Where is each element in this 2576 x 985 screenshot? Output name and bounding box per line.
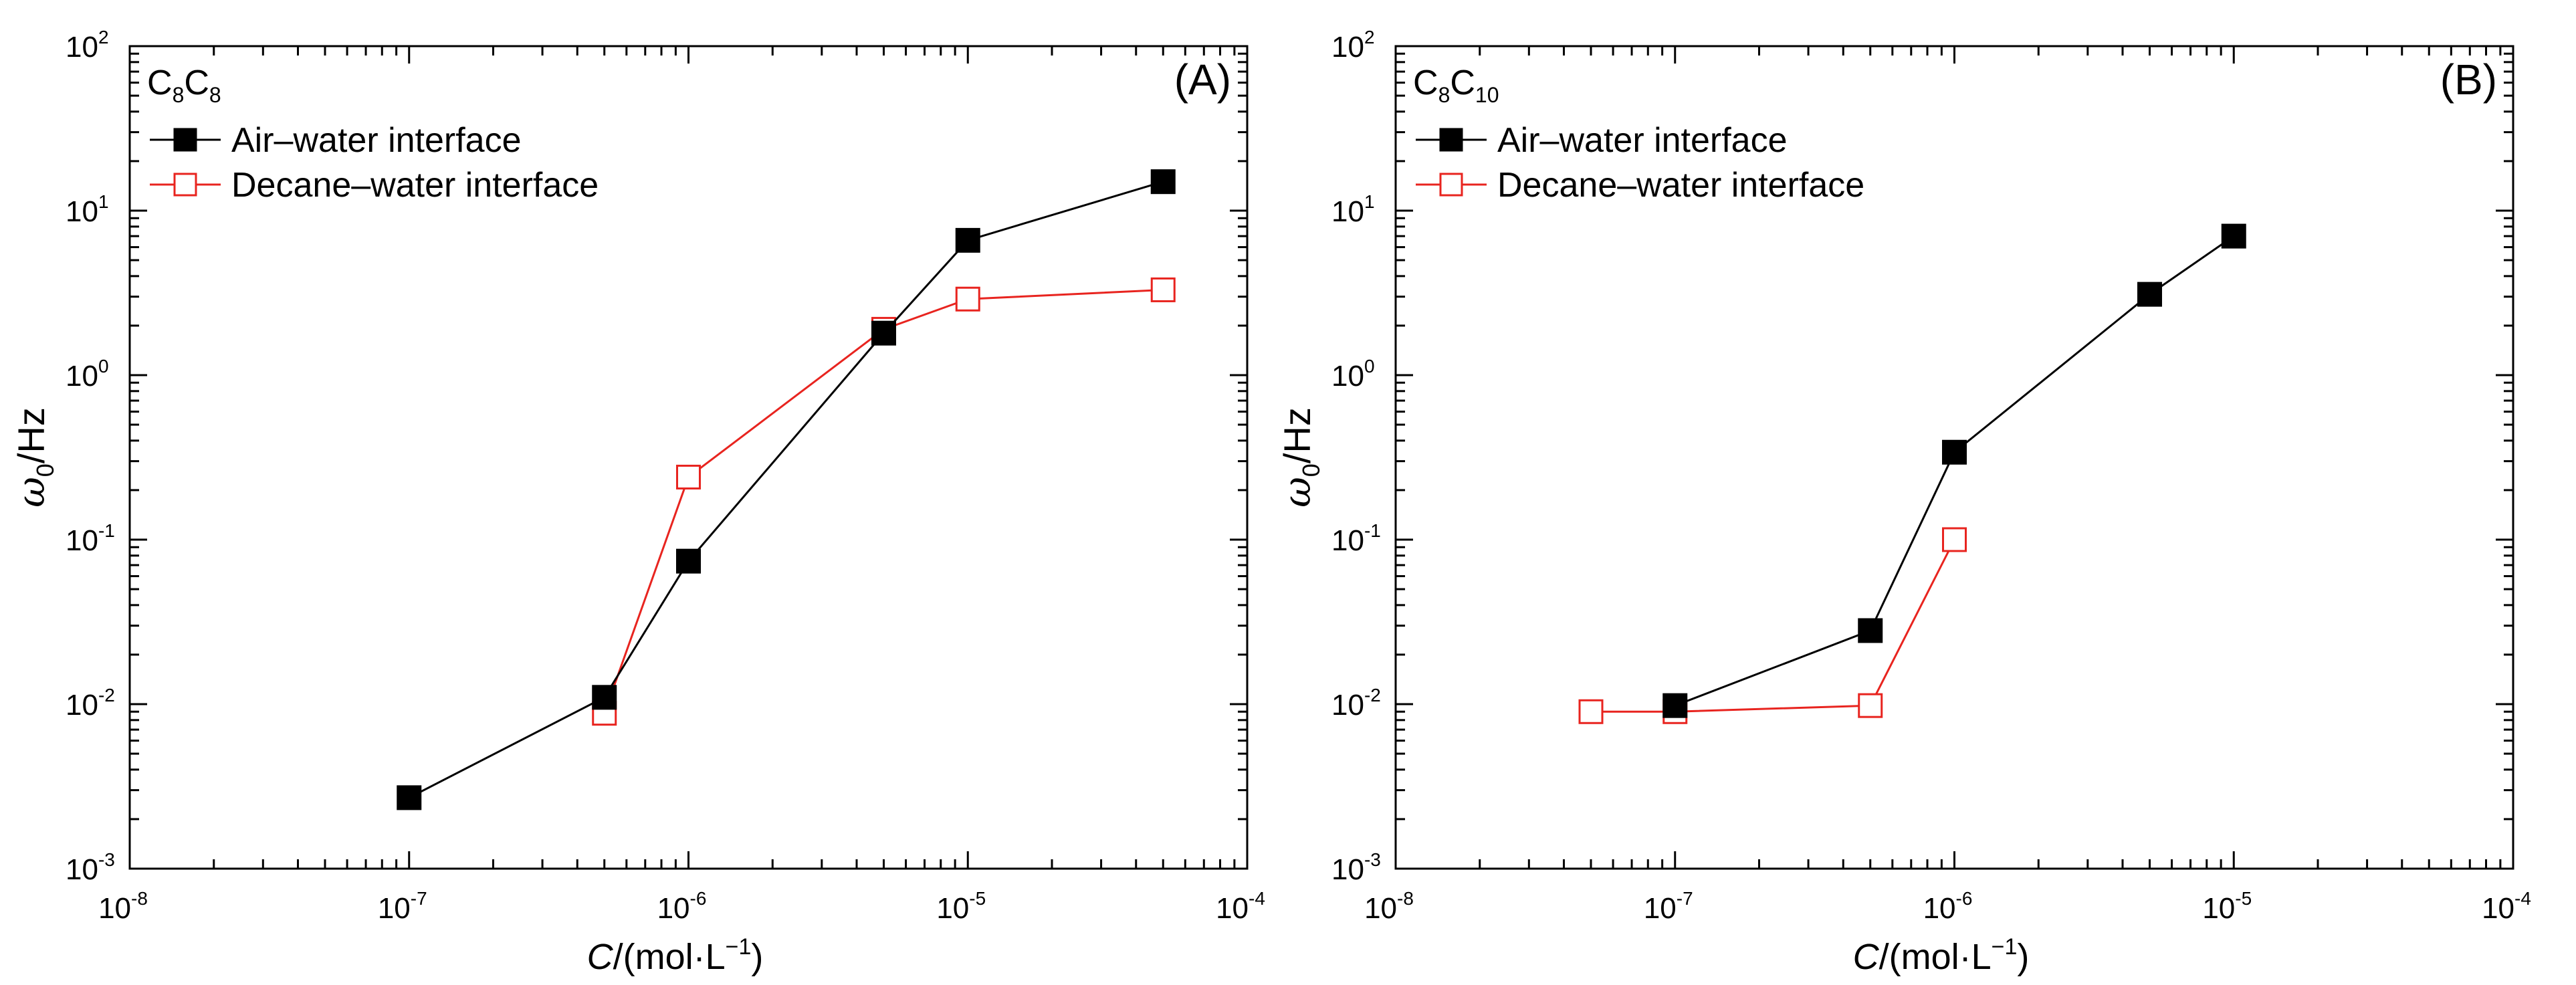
data-point <box>592 685 617 710</box>
y-tick-label: 10-1 <box>1331 520 1381 557</box>
legend-entry: Decane–water interface <box>1416 166 1864 205</box>
system-label: C8C10 <box>1413 64 1499 107</box>
legend-label: Air–water interface <box>231 121 522 160</box>
y-tick-label: 100 <box>1331 356 1375 393</box>
x-axis-title: C/(mol·L−1) <box>587 934 764 977</box>
data-point <box>1662 693 1688 718</box>
x-tick-label: 10-5 <box>936 888 986 925</box>
y-axis-title: ω0/Hz <box>1276 407 1325 508</box>
x-axis-title: C/(mol·L−1) <box>1853 934 2030 977</box>
y-tick-label: 10-3 <box>66 849 115 886</box>
data-point <box>676 548 701 574</box>
series-air-water <box>397 169 1176 810</box>
series-decane-water <box>1578 527 1967 724</box>
x-tick-label: 10-8 <box>1364 888 1414 925</box>
legend-marker <box>1439 173 1463 197</box>
data-point <box>1942 439 1967 465</box>
legend-entry: Air–water interface <box>150 121 522 160</box>
y-tick-label: 101 <box>1331 191 1375 228</box>
data-point <box>2137 282 2162 307</box>
y-axis-title: ω0/Hz <box>10 407 59 508</box>
legend-entry: Decane–water interface <box>150 166 599 205</box>
y-tick-label: 10-2 <box>1331 685 1381 722</box>
x-tick-label: 10-6 <box>657 888 707 925</box>
chart-panel-b: 10-8 10-7 10-6 10-5 10-4 10-3 10-2 10-1 100 101 10… <box>1276 27 2531 977</box>
legend-label: Decane–water interface <box>1497 166 1864 205</box>
y-tick-label: 10-3 <box>1331 849 1381 886</box>
data-point <box>1942 527 1967 552</box>
series-line <box>409 181 1164 799</box>
data-point <box>1578 699 1604 724</box>
series-air-water <box>1662 223 2246 718</box>
legend-label: Decane–water interface <box>231 166 599 205</box>
x-tick-label: 10-4 <box>1216 888 1265 925</box>
legend-marker <box>1439 128 1463 152</box>
data-point <box>955 286 980 312</box>
x-tick-label: 10-5 <box>2202 888 2252 925</box>
data-point <box>1858 693 1883 718</box>
panel-label: (B) <box>2440 56 2497 104</box>
y-tick-label: 100 <box>66 356 109 393</box>
x-tick-label: 10-7 <box>378 888 427 925</box>
y-tick-label: 101 <box>66 191 109 228</box>
x-tick-label: 10-7 <box>1644 888 1693 925</box>
data-point <box>676 464 701 489</box>
data-point <box>397 785 422 810</box>
x-tick-label: 10-8 <box>98 888 148 925</box>
y-tick-label: 10-1 <box>66 520 115 557</box>
data-point <box>955 227 980 253</box>
series-line <box>1590 539 1955 713</box>
x-tick-label: 10-6 <box>1923 888 1973 925</box>
data-point <box>871 320 896 346</box>
data-point <box>1150 169 1176 195</box>
y-tick-label: 10-2 <box>66 685 115 722</box>
y-tick-label: 102 <box>1331 27 1375 64</box>
legend-marker <box>173 128 197 152</box>
x-tick-label: 10-4 <box>2482 888 2531 925</box>
data-point <box>1858 618 1883 643</box>
legend-marker <box>173 173 197 197</box>
system-label: C8C8 <box>147 64 221 107</box>
legend-label: Air–water interface <box>1497 121 1788 160</box>
panel-label: (A) <box>1174 56 1231 104</box>
series-line <box>603 288 1164 714</box>
legend-entry: Air–water interface <box>1416 121 1788 160</box>
chart-panel-a: 10-8 10-7 10-6 10-5 10-4 10-3 10-2 10-1 100 101 10… <box>10 27 1265 977</box>
data-point <box>1150 277 1176 302</box>
data-point <box>2221 223 2246 249</box>
y-tick-label: 102 <box>66 27 109 64</box>
